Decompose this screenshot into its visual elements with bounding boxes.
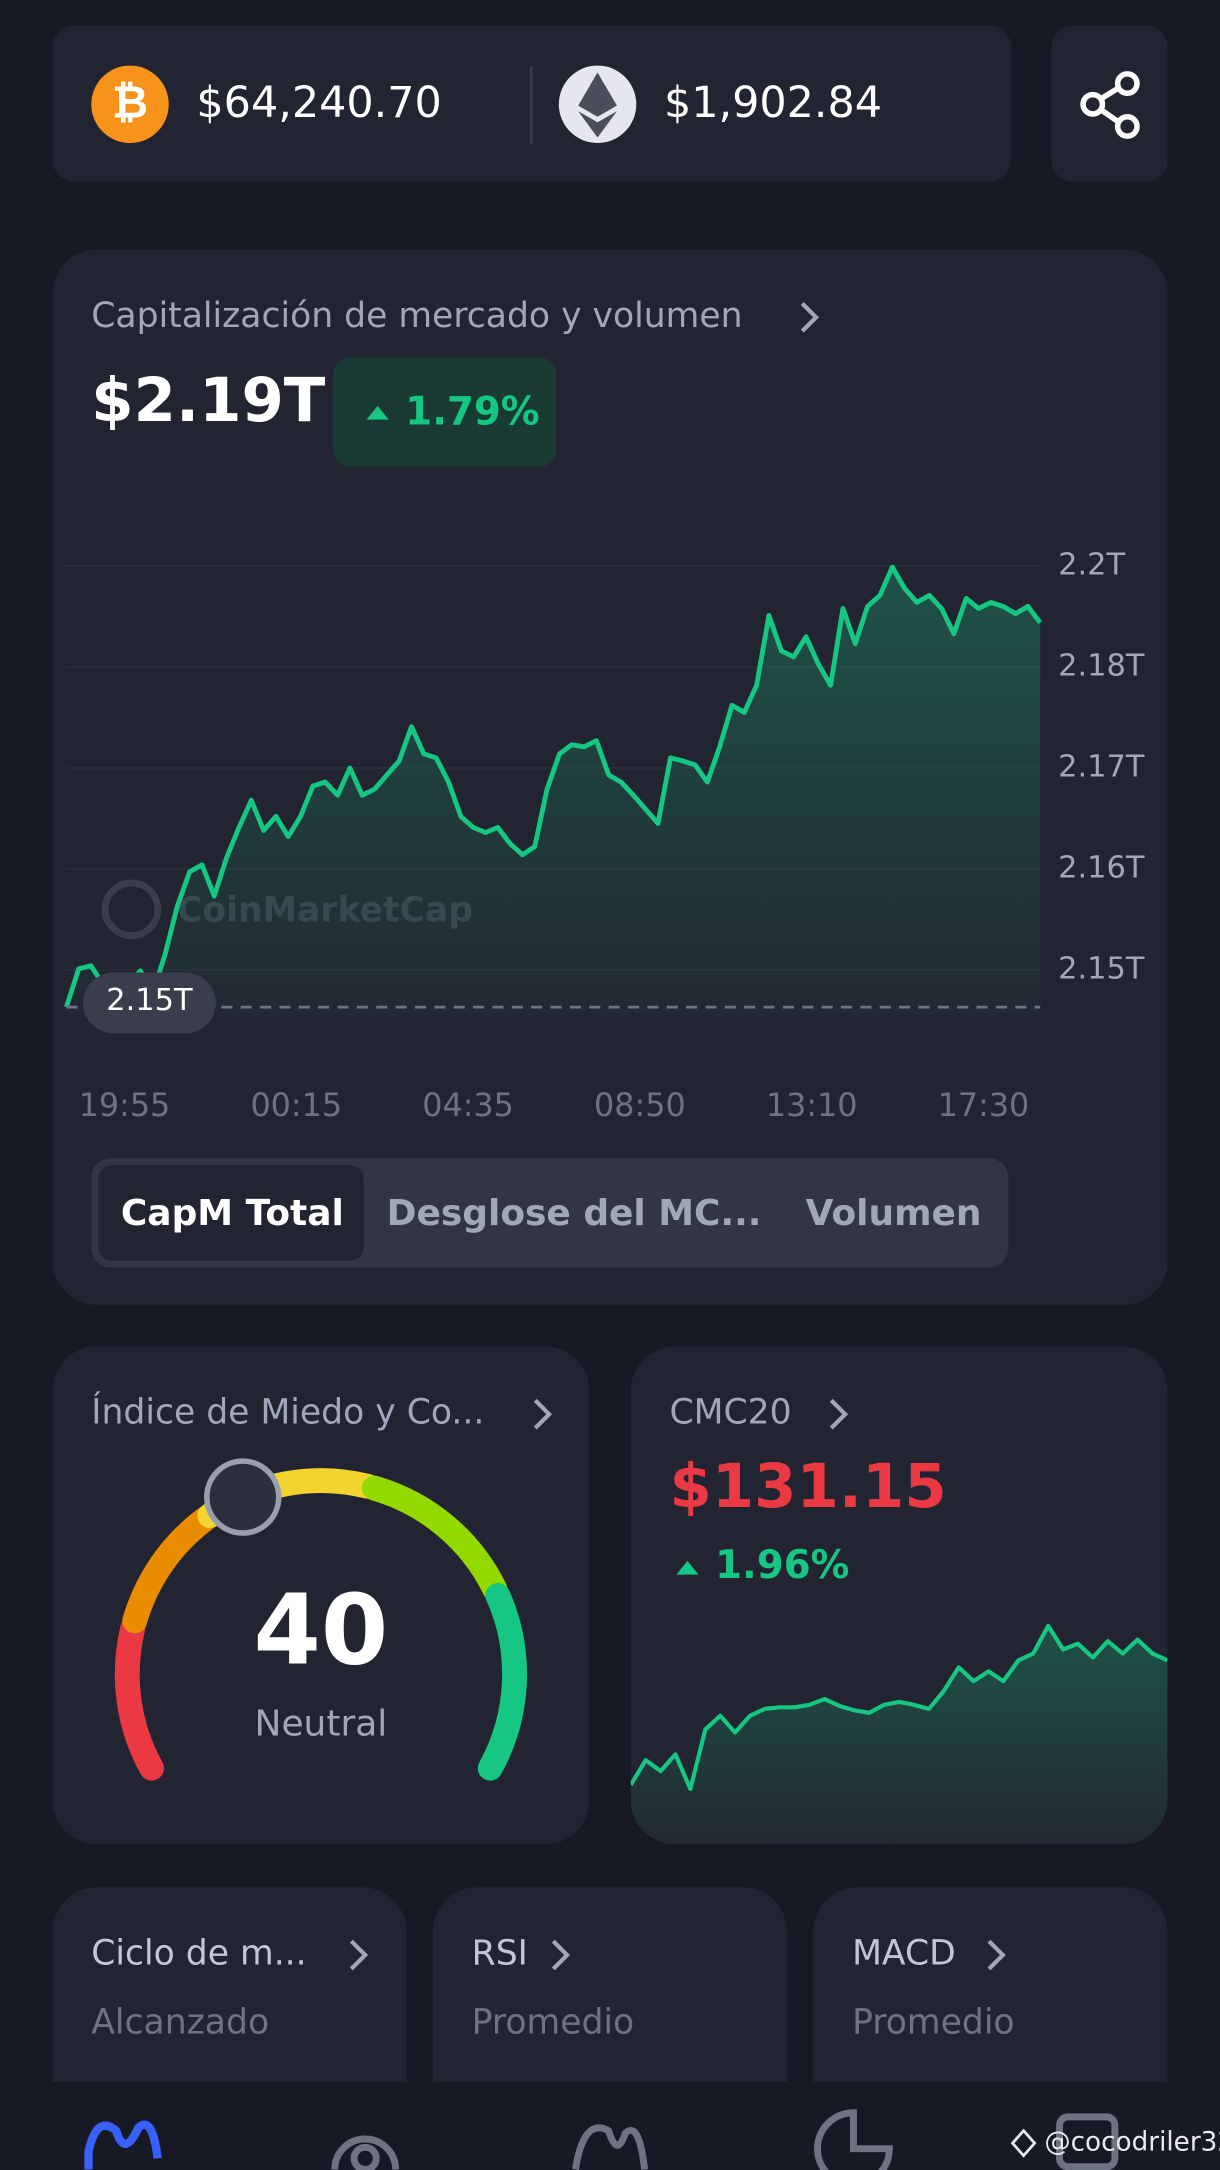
tab[interactable]: CapM Total	[121, 1193, 344, 1234]
market-value: $2.19T	[91, 366, 326, 436]
fear-card[interactable]	[52, 1346, 590, 1845]
user-watermark: @cocodriler32	[1044, 2128, 1220, 2158]
cmc20-price: $131.15	[669, 1452, 946, 1522]
market-chart: 2.2T2.18T2.17T2.16T2.15TCoinMarketCap2.1…	[64, 548, 1145, 1124]
cmc20-chart	[630, 1623, 1168, 1845]
nav-item[interactable]	[331, 2135, 400, 2170]
x-tick-label: 00:15	[250, 1086, 342, 1124]
watermark-logo	[1010, 2128, 1037, 2158]
chevron	[349, 1939, 369, 1971]
tab[interactable]: Desglose del MC...	[387, 1193, 762, 1234]
gauge-segment	[361, 1475, 508, 1602]
chevron	[800, 302, 820, 333]
gauge-segment	[122, 1507, 217, 1634]
btc-symbol: ₿	[112, 78, 148, 129]
chevron	[533, 1398, 553, 1430]
fear-value: 40	[254, 1573, 389, 1686]
y-tick-label: 2.15T	[1058, 951, 1145, 986]
cmc20-change: 1.96%	[715, 1543, 849, 1588]
line	[630, 1623, 1168, 1791]
y-tick-label: 2.16T	[1058, 850, 1145, 885]
x-tick-label: 04:35	[422, 1086, 514, 1124]
eth-price: $1,902.84	[664, 78, 882, 128]
area-fill	[630, 1625, 1168, 1845]
active-tab[interactable]	[98, 1165, 364, 1261]
x-tick-label: 19:55	[79, 1086, 171, 1124]
watermark-logo	[101, 879, 162, 940]
fear-title: Índice de Miedo y Co...	[91, 1392, 484, 1433]
area-fill	[66, 567, 1041, 1018]
indicator-status: Promedio	[472, 2003, 635, 2043]
chevron	[829, 1398, 849, 1430]
change-badge	[333, 357, 557, 467]
cmc20-title: CMC20	[669, 1393, 791, 1433]
gauge-segment	[477, 1583, 527, 1781]
bottom-nav	[0, 2082, 1220, 2170]
indicator-row: Ciclo de m... Alcanzado RSI Promedio MAC…	[52, 1887, 1168, 2164]
chevron	[551, 1939, 571, 1971]
up-arrow	[366, 405, 389, 420]
btc-price: $64,240.70	[196, 78, 441, 128]
indicator-title: Ciclo de m...	[91, 1934, 306, 1974]
gauge	[114, 1458, 527, 1781]
market-title[interactable]: Capitalización de mercado y volumen	[91, 296, 742, 336]
nav-home[interactable]	[84, 2120, 162, 2170]
share-button[interactable]	[1051, 25, 1168, 182]
eth-symbol	[578, 72, 617, 138]
indicator-card[interactable]	[813, 1887, 1168, 2164]
baseline-pill	[82, 972, 216, 1034]
baseline-label: 2.15T	[106, 983, 193, 1018]
y-tick-label: 2.18T	[1058, 649, 1145, 684]
gauge-knob	[204, 1458, 282, 1536]
tab[interactable]: Volumen	[806, 1193, 982, 1234]
x-tick-label: 13:10	[766, 1086, 858, 1124]
share-icon	[1080, 71, 1140, 139]
nav-item[interactable]	[814, 2109, 893, 2170]
y-tick-label: 2.2T	[1058, 548, 1125, 583]
nav-item[interactable]	[1056, 2113, 1119, 2170]
btc-icon	[91, 65, 169, 144]
line	[64, 564, 1043, 1008]
y-tick-label: 2.17T	[1058, 749, 1145, 784]
nav-icons	[331, 2109, 1119, 2170]
chevron	[987, 1939, 1006, 1971]
gauge-segment	[114, 1614, 164, 1781]
market-change: 1.79%	[405, 390, 539, 435]
x-tick-label: 17:30	[938, 1086, 1030, 1124]
up-arrow	[676, 1560, 699, 1575]
indicator-title: MACD	[852, 1934, 956, 1974]
indicator-title: RSI	[472, 1934, 528, 1974]
nav-item[interactable]	[572, 2124, 649, 2170]
indicator-card[interactable]	[52, 1887, 407, 2164]
indicator-card[interactable]	[432, 1887, 788, 2164]
indicator-status: Alcanzado	[91, 2003, 269, 2043]
indicator-status: Promedio	[852, 2003, 1015, 2043]
fear-label: Neutral	[255, 1703, 388, 1744]
x-tick-label: 08:50	[594, 1086, 686, 1124]
